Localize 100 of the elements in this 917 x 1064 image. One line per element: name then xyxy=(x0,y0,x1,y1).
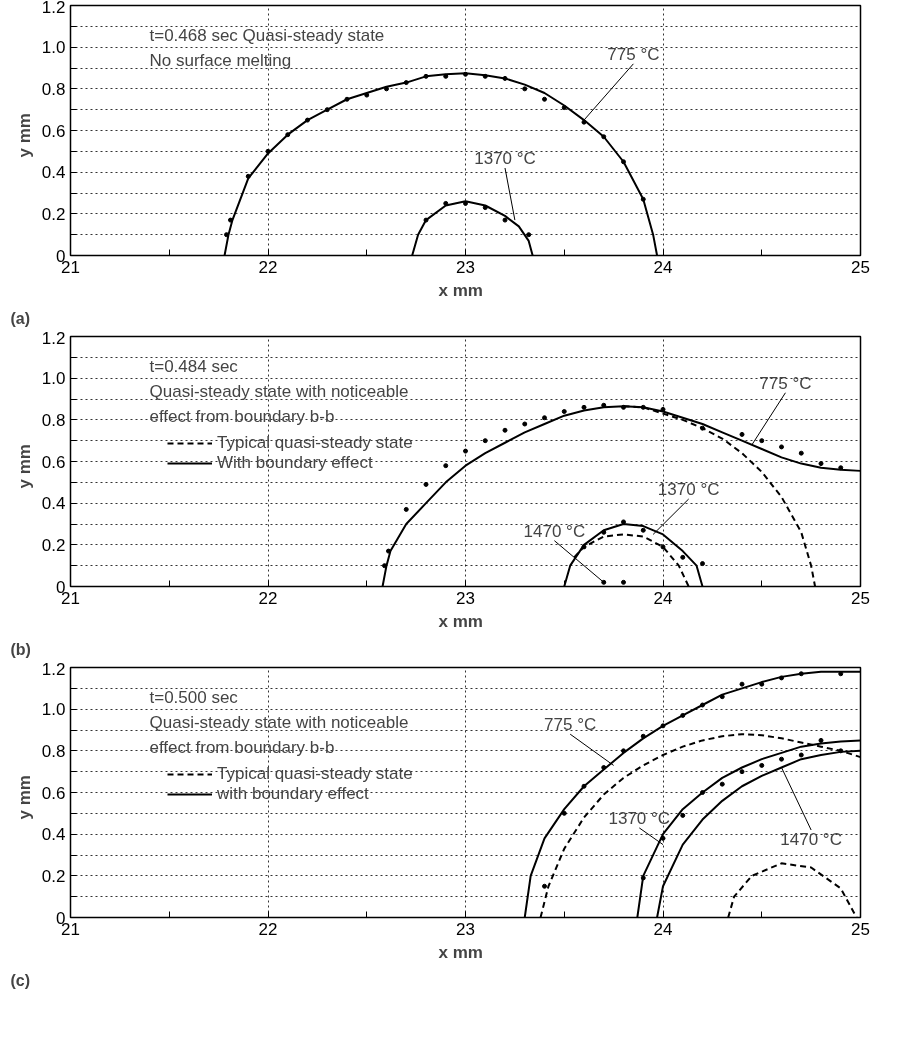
point xyxy=(482,205,488,211)
y-tick-label: 1.2 xyxy=(41,328,66,348)
point xyxy=(719,781,725,787)
annotation: 1370 °C xyxy=(657,480,720,499)
point xyxy=(838,671,844,677)
point xyxy=(526,232,532,238)
point xyxy=(798,671,804,677)
y-tick-label: 0.6 xyxy=(41,452,66,472)
y-axis-title: y mm xyxy=(14,444,34,489)
point xyxy=(719,694,725,700)
y-tick-label: 1.0 xyxy=(41,369,66,389)
point xyxy=(700,425,705,431)
x-tick-label: 24 xyxy=(653,588,673,608)
point xyxy=(759,438,765,444)
text: (a) xyxy=(10,309,31,327)
point xyxy=(818,737,824,743)
point xyxy=(660,544,666,550)
point xyxy=(660,406,666,412)
point xyxy=(798,450,804,456)
point xyxy=(640,527,646,533)
text: (b) xyxy=(10,640,31,658)
point xyxy=(364,92,370,98)
point xyxy=(245,173,251,179)
y-tick-label: 0.2 xyxy=(41,204,66,224)
annotation: t=0.484 sec xyxy=(149,357,239,376)
point xyxy=(640,196,646,202)
x-tick-label: 25 xyxy=(851,588,870,608)
x-tick-label: 23 xyxy=(456,588,475,608)
y-tick-label: 1.0 xyxy=(41,700,66,720)
point xyxy=(561,810,567,816)
point xyxy=(561,409,567,414)
point xyxy=(581,404,587,410)
x-tick-label: 22 xyxy=(258,919,278,939)
y-tick-label: 0.6 xyxy=(41,783,66,803)
point xyxy=(621,748,626,754)
point xyxy=(522,86,528,92)
point xyxy=(423,73,429,79)
y-tick-label: 0.4 xyxy=(41,163,66,183)
y-tick-label: 0.4 xyxy=(41,494,66,514)
point xyxy=(522,421,528,427)
y-tick-label: 1.2 xyxy=(41,659,66,679)
annotation: 775 °C xyxy=(544,715,597,735)
point xyxy=(739,681,745,687)
x-tick-label: 22 xyxy=(258,257,278,277)
annotation: t=0.500 sec xyxy=(149,688,239,707)
point xyxy=(482,73,488,79)
point xyxy=(621,404,626,410)
y-axis-title: y mm xyxy=(14,113,34,158)
annotation: No surface melting xyxy=(149,51,292,70)
y-tick-label: 1.2 xyxy=(41,0,66,17)
point xyxy=(581,119,587,125)
point xyxy=(601,579,607,585)
point xyxy=(779,444,784,450)
y-tick-label: 0.8 xyxy=(41,410,66,430)
point xyxy=(640,733,646,739)
x-tick-label: 25 xyxy=(851,919,870,939)
x-axis-title: x mm xyxy=(438,611,483,631)
legend-label: with boundary effect xyxy=(217,784,369,804)
y-axis-title: y mm xyxy=(14,775,34,820)
point xyxy=(403,80,409,86)
point xyxy=(798,752,804,758)
point xyxy=(542,415,547,421)
point xyxy=(443,200,449,206)
point xyxy=(621,159,626,165)
point xyxy=(265,148,271,154)
point xyxy=(384,86,389,92)
point xyxy=(601,765,607,770)
point xyxy=(779,756,784,762)
point xyxy=(502,427,508,433)
annotation: 1370 °C xyxy=(608,808,671,828)
point xyxy=(581,783,587,789)
annotation: effect from boundary b-b xyxy=(149,738,335,757)
x-axis-title: x mm xyxy=(438,942,483,962)
x-tick-label: 23 xyxy=(456,919,475,939)
x-tick-label: 24 xyxy=(653,257,673,277)
point xyxy=(385,548,391,554)
point xyxy=(443,73,449,79)
text: (c) xyxy=(10,971,31,989)
annotation: Quasi-steady state with noticeable xyxy=(149,382,409,401)
y-tick-label: 0.8 xyxy=(41,741,66,761)
point xyxy=(463,71,468,77)
point xyxy=(463,448,468,454)
annotation: 775 °C xyxy=(607,44,660,64)
point xyxy=(660,835,666,841)
point xyxy=(759,762,765,768)
legend-label: Typical quasi-steady state xyxy=(217,764,413,784)
annotation: Quasi-steady state with noticeable xyxy=(149,713,409,732)
point xyxy=(601,529,607,535)
point xyxy=(285,132,291,138)
y-tick-label: 0.8 xyxy=(41,79,66,99)
point xyxy=(818,461,824,467)
point xyxy=(581,544,587,550)
point xyxy=(680,812,686,818)
annotation: 1470 °C xyxy=(780,830,842,849)
point xyxy=(502,75,508,81)
point xyxy=(502,217,508,223)
point xyxy=(680,554,686,560)
x-tick-label: 23 xyxy=(456,257,475,277)
point xyxy=(739,431,745,437)
point xyxy=(680,712,686,718)
